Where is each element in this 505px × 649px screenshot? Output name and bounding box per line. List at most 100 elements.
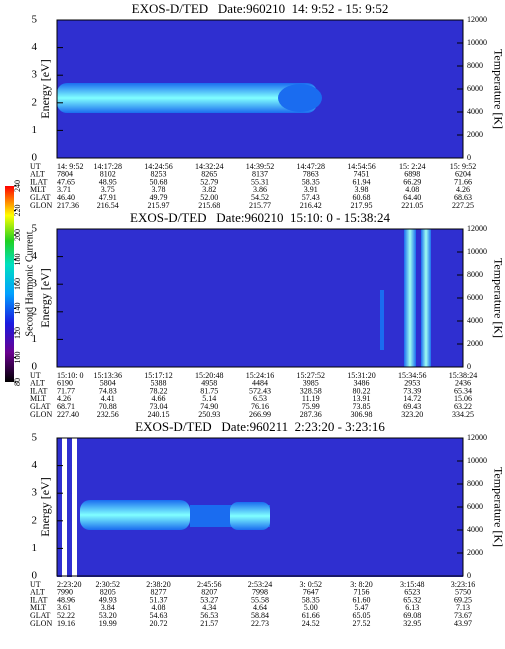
table-cell: 5.47 xyxy=(355,603,369,612)
table-cell: 323.20 xyxy=(401,410,423,419)
y2-tick-label: 10000 xyxy=(467,38,487,47)
table-cell: 227.25 xyxy=(452,201,474,210)
table-cell: 73.85 xyxy=(353,402,371,411)
table-cell: 52.79 xyxy=(200,177,218,186)
table-cell: 2:38:20 xyxy=(146,580,170,589)
table-cell: 14.72 xyxy=(403,394,421,403)
table-cell: 58.84 xyxy=(251,611,269,620)
table-cell: 65.05 xyxy=(353,611,371,620)
colorbar-label: Second Harmonic Current xyxy=(24,231,35,336)
y-axis-label: Energy [eV] xyxy=(38,477,52,536)
table-cell: 69.25 xyxy=(454,595,472,604)
table-cell: 4484 xyxy=(252,379,268,388)
spectrogram-2 xyxy=(57,229,463,367)
table-cell: 3.78 xyxy=(152,185,166,194)
table-cell: 58.35 xyxy=(302,177,320,186)
table-cell: 215.68 xyxy=(198,201,220,210)
colorbar-tick-label: 180 xyxy=(13,254,22,266)
table-cell: 15:34:56 xyxy=(398,371,426,380)
table-cell: 15: 9:52 xyxy=(450,162,476,171)
table-cell: 216.54 xyxy=(97,201,119,210)
y2-tick-label: 6000 xyxy=(467,84,483,93)
table-cell: 3.91 xyxy=(304,185,318,194)
table-cell: 22.73 xyxy=(251,619,269,628)
table-cell: 216.42 xyxy=(300,201,322,210)
table-cell: 24.52 xyxy=(302,619,320,628)
table-cell: 54.52 xyxy=(251,193,269,202)
table-row-label: GLON xyxy=(30,410,52,419)
chart-title: EXOS-D/TED Date:960210 14: 9:52 - 15: 9:… xyxy=(132,1,389,16)
table-cell: 7.13 xyxy=(456,603,470,612)
table-cell: 15:27:52 xyxy=(297,371,325,380)
table-cell: 71.77 xyxy=(57,386,75,395)
table-cell: 78.22 xyxy=(150,386,168,395)
table-cell: 8253 xyxy=(151,170,167,179)
y-tick-label: 4 xyxy=(32,41,38,53)
table-cell: 8137 xyxy=(252,170,268,179)
table-cell: 15:38:24 xyxy=(449,371,477,380)
table-cell: 74.83 xyxy=(99,386,117,395)
table-cell: 287.36 xyxy=(300,410,322,419)
table-cell: 15:13:36 xyxy=(94,371,122,380)
table-cell: 7156 xyxy=(354,588,370,597)
table-cell: 54.63 xyxy=(150,611,168,620)
table-cell: 7863 xyxy=(303,170,319,179)
y-tick-label: 4 xyxy=(32,459,38,471)
table-cell: 3985 xyxy=(303,379,319,388)
chart-title: EXOS-D/TED Date:960210 15:10: 0 - 15:38:… xyxy=(130,210,390,225)
table-row-label: ILAT xyxy=(30,595,47,604)
table-cell: 73.67 xyxy=(454,611,472,620)
table-cell: 6.53 xyxy=(253,394,267,403)
table-cell: 51.37 xyxy=(150,595,168,604)
y2-axis-label: Temperature [K] xyxy=(491,49,505,129)
y2-tick-label: 4000 xyxy=(467,107,483,116)
table-cell: 8102 xyxy=(100,170,116,179)
table-cell: 65.34 xyxy=(454,386,472,395)
table-cell: 15:17:12 xyxy=(144,371,172,380)
table-cell: 48.95 xyxy=(99,177,117,186)
table-cell: 70.88 xyxy=(99,402,117,411)
y2-tick-label: 0 xyxy=(467,362,471,371)
y2-tick-label: 0 xyxy=(467,153,471,162)
colorbar-tick-label: 140 xyxy=(13,303,22,315)
table-cell: 3: 8:20 xyxy=(350,580,372,589)
y-tick-label: 3 xyxy=(32,278,38,290)
table-cell: 19.99 xyxy=(99,619,117,628)
table-cell: 4.41 xyxy=(101,394,115,403)
colorbar-tick-label: 100 xyxy=(13,352,22,364)
table-cell: 4.26 xyxy=(57,394,71,403)
y-tick-label: 1 xyxy=(32,124,38,136)
colorbar xyxy=(5,186,14,382)
table-cell: 6898 xyxy=(404,170,420,179)
table-cell: 6523 xyxy=(404,588,420,597)
table-cell: 32.95 xyxy=(403,619,421,628)
table-cell: 4958 xyxy=(201,379,217,388)
table-row-label: GLAT xyxy=(30,611,51,620)
table-cell: 4.66 xyxy=(152,394,166,403)
y2-tick-label: 2000 xyxy=(467,548,483,557)
table-cell: 240.15 xyxy=(148,410,170,419)
table-cell: 5804 xyxy=(100,379,116,388)
y-tick-label: 1 xyxy=(32,333,38,345)
table-cell: 61.66 xyxy=(302,611,320,620)
table-cell: 11.19 xyxy=(302,394,320,403)
table-cell: 8277 xyxy=(151,588,167,597)
table-cell: 49.93 xyxy=(99,595,117,604)
table-cell: 215.97 xyxy=(148,201,170,210)
table-cell: 47.91 xyxy=(99,193,117,202)
y-tick-label: 5 xyxy=(32,223,38,235)
table-cell: 27.52 xyxy=(353,619,371,628)
table-cell: 65.32 xyxy=(403,595,421,604)
y2-tick-label: 10000 xyxy=(467,247,487,256)
table-cell: 328.58 xyxy=(300,386,322,395)
table-cell: 3.75 xyxy=(101,185,115,194)
table-cell: 43.97 xyxy=(454,619,472,628)
table-row-label: ALT xyxy=(30,170,45,179)
table-cell: 266.99 xyxy=(249,410,271,419)
table-cell: 74.90 xyxy=(200,402,218,411)
table-cell: 7451 xyxy=(354,170,370,179)
table-cell: 221.05 xyxy=(401,201,423,210)
y2-tick-label: 6000 xyxy=(467,293,483,302)
y2-tick-label: 4000 xyxy=(467,525,483,534)
